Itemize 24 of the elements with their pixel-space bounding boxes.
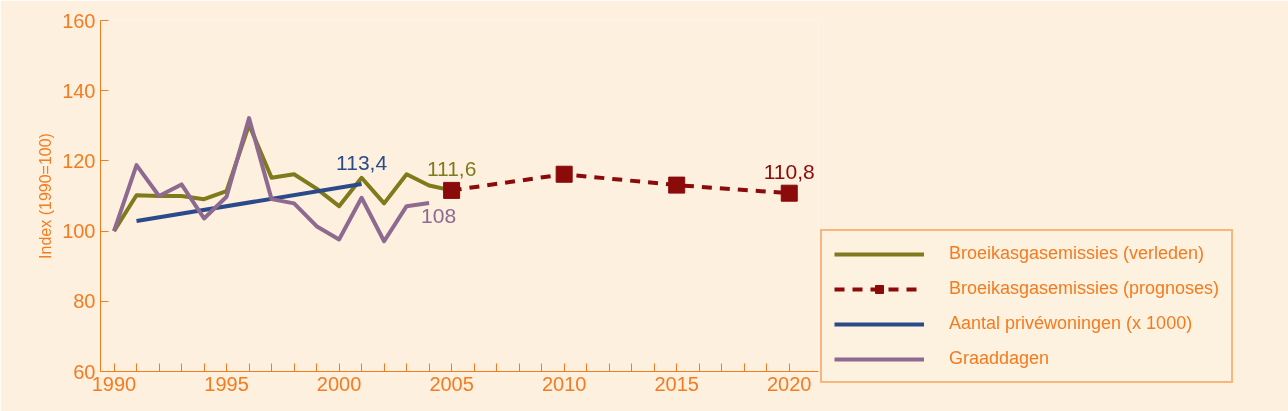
y-tick-label: 160 xyxy=(62,9,96,32)
point xyxy=(555,165,573,183)
x-tick-label: 2000 xyxy=(316,372,362,395)
data-label: 108 xyxy=(421,204,457,228)
data-label: 113,4 xyxy=(336,151,388,175)
legend-label: Broeikasgasemissies (verleden) xyxy=(949,243,1205,264)
y-tick-label: 120 xyxy=(62,149,96,172)
legend-label: Broeikasgasemissies (prognoses) xyxy=(949,278,1220,299)
x-tick-label: 2020 xyxy=(766,372,812,395)
legend-label: Graaddagen xyxy=(949,348,1050,369)
x-tick-label: 1995 xyxy=(204,372,249,395)
y-tick-label: 80 xyxy=(73,290,96,313)
point xyxy=(443,181,461,199)
x-tick-label: 2015 xyxy=(654,372,699,395)
y-axis-title: Index (1990=100) xyxy=(37,133,55,259)
point xyxy=(780,184,798,202)
y-tick-label: 140 xyxy=(62,79,96,102)
y-tick-label: 100 xyxy=(62,220,96,243)
data-label: 110,8 xyxy=(763,160,815,184)
x-tick-label: 2005 xyxy=(429,372,474,395)
data-label: 111,6 xyxy=(426,157,477,181)
x-tick-label: 2010 xyxy=(541,372,587,395)
legend-label: Aantal privéwoningen (x 1000) xyxy=(949,313,1193,334)
point xyxy=(668,176,686,194)
